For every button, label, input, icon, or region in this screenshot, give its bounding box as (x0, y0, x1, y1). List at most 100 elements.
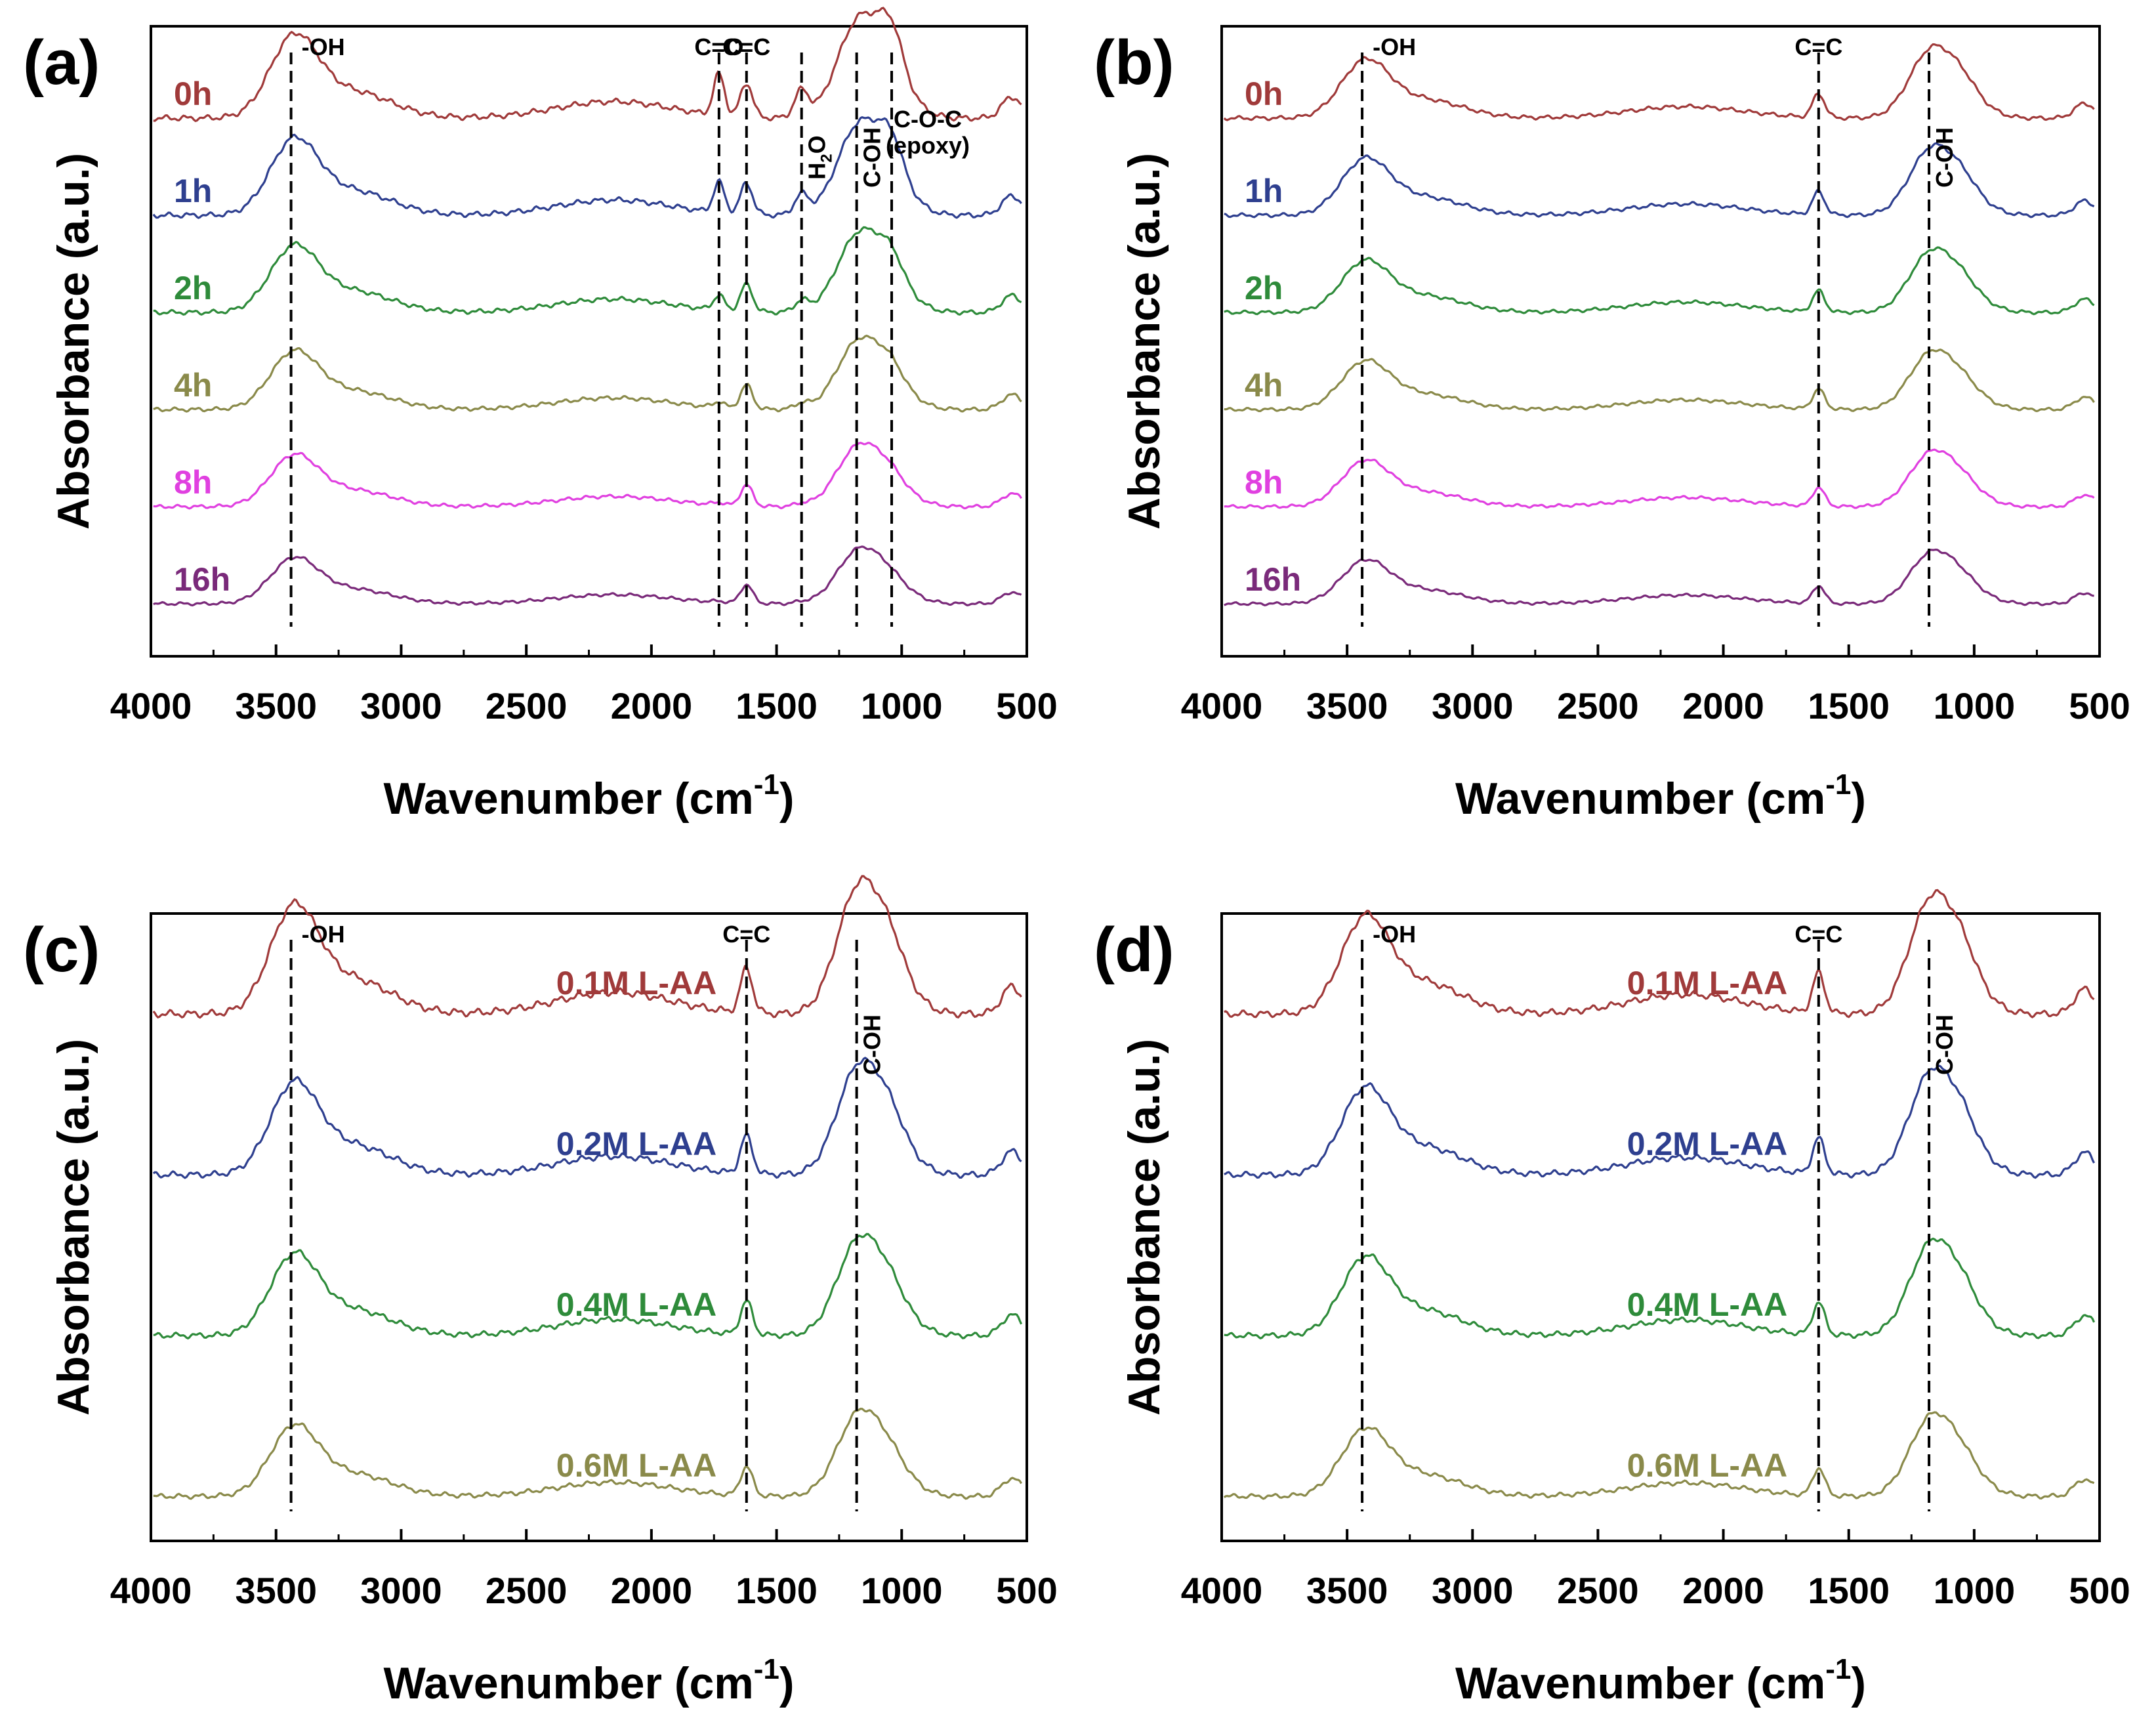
series-label: 0.4M L-AA (556, 1286, 716, 1323)
panel-a: (a) 4000 3500 3000 2500 2000 1500 1000 500 Wavenu… (23, 7, 1058, 824)
x-tick-label: 4000 (1181, 1570, 1263, 1611)
reference-label: C=C (722, 921, 770, 948)
reference-label: C-OH (1931, 1015, 1958, 1075)
series-line-4h (1224, 348, 2095, 413)
series-label: 0.2M L-AA (1627, 1125, 1787, 1162)
x-tick-label: 1500 (1808, 685, 1890, 726)
series-label: 2h (174, 270, 212, 306)
x-tick-label: 1000 (1934, 1570, 2016, 1611)
x-tick-label: 500 (2069, 685, 2130, 726)
x-axis-label: Wavenumber (cm-1) (1455, 768, 1866, 824)
x-tick-label: 1000 (1934, 685, 2016, 726)
x-tick-label: 1500 (736, 1570, 818, 1611)
reference-label: H2O (804, 135, 836, 179)
panel-label: (c) (23, 915, 100, 985)
x-tick-label: 2000 (611, 685, 693, 726)
plot-frame (1220, 25, 2101, 658)
panel-label: (d) (1094, 915, 1174, 985)
series-label: 0.2M L-AA (556, 1125, 716, 1162)
x-tick-label: 3000 (360, 685, 442, 726)
x-tick-label: 2500 (1557, 1570, 1639, 1611)
panel-label: (b) (1094, 28, 1174, 98)
x-tick-label: 4000 (1181, 685, 1263, 726)
series-line-1h (152, 116, 1022, 219)
panel-b: (b) 4000 3500 3000 2500 2000 1500 1000 500 Wavenu… (1094, 25, 2130, 824)
series-label: 4h (1245, 367, 1283, 404)
series-line-0h (1223, 43, 2095, 121)
series-label: 0.6M L-AA (556, 1447, 716, 1484)
x-tick-label: 3500 (235, 685, 317, 726)
series-label: 16h (174, 561, 230, 598)
series-line-8h (153, 442, 1022, 510)
series-line-0-2M-L-AA (1224, 1064, 2096, 1179)
series-label: 1h (1245, 173, 1283, 209)
series-label: 0.4M L-AA (1627, 1286, 1787, 1323)
series-line-2h (153, 226, 1022, 316)
series-label: 8h (174, 464, 212, 501)
reference-label: C-OH (859, 1015, 886, 1075)
x-tick-label: 4000 (110, 685, 192, 726)
reference-label: -OH (1373, 921, 1416, 948)
x-tick-label: 2500 (1557, 685, 1639, 726)
panel-c: (c) 4000 3500 3000 2500 2000 1500 1000 500 Wavenu… (23, 875, 1058, 1708)
x-tick-label: 4000 (110, 1570, 192, 1611)
series-line-0-1M-L-AA (1224, 889, 2095, 1019)
series-label: 8h (1245, 464, 1283, 501)
x-tick-label: 2500 (486, 1570, 568, 1611)
series-label: 1h (174, 173, 212, 209)
series-line-2h (1224, 246, 2095, 316)
panel-label: (a) (23, 28, 100, 98)
panel-d: (d) 4000 3500 3000 2500 2000 1500 1000 500 Wavenu… (1094, 889, 2130, 1708)
x-tick-label: 3000 (1432, 1570, 1514, 1611)
series-label: 2h (1245, 270, 1283, 306)
series-label: 0h (174, 75, 212, 112)
series-label: 0.1M L-AA (556, 965, 716, 1001)
series-label: 0.1M L-AA (1627, 965, 1787, 1001)
x-tick-label: 500 (2069, 1570, 2130, 1611)
series-line-16h (1224, 548, 2094, 606)
series-line-1h (1224, 142, 2095, 219)
x-tick-label: 3000 (1432, 685, 1514, 726)
reference-label: -OH (1373, 33, 1416, 60)
x-axis-label: Wavenumber (cm-1) (383, 1653, 794, 1708)
x-tick-label: 3500 (1306, 1570, 1388, 1611)
x-tick-label: 3000 (360, 1570, 442, 1611)
reference-label: C=O (694, 33, 743, 60)
reference-label: C-OH (859, 127, 886, 188)
x-tick-label: 500 (996, 685, 1057, 726)
reference-label: C=C (1794, 33, 1842, 60)
series-label: 4h (174, 367, 212, 404)
reference-label: C-OH (1931, 127, 1958, 188)
y-axis-label: Absorbance (a.u.) (49, 1039, 98, 1416)
x-axis-label: Wavenumber (cm-1) (1455, 1653, 1866, 1708)
reference-label: C=C (1794, 921, 1842, 948)
x-tick-label: 2500 (486, 685, 568, 726)
x-tick-label: 2000 (611, 1570, 693, 1611)
x-tick-label: 2000 (1682, 685, 1764, 726)
series-line-0-6M-L-AA (1223, 1411, 2095, 1500)
series-line-0-1M-L-AA (152, 875, 1022, 1019)
x-tick-label: 3500 (1306, 685, 1388, 726)
x-tick-label: 3500 (235, 1570, 317, 1611)
x-tick-label: 1000 (861, 685, 943, 726)
x-axis-label: Wavenumber (cm-1) (383, 768, 794, 824)
y-axis-label: Absorbance (a.u.) (1119, 1039, 1169, 1416)
x-tick-label: 500 (996, 1570, 1057, 1611)
x-tick-label: 1500 (736, 685, 818, 726)
series-label: 0.6M L-AA (1627, 1447, 1787, 1484)
reference-label: -OH (302, 33, 345, 60)
reference-label: -OH (302, 921, 345, 948)
series-line-0-4M-L-AA (153, 1232, 1023, 1340)
x-tick-label: 1500 (1808, 1570, 1890, 1611)
reference-label: C-O-C (894, 106, 962, 133)
series-label: 0h (1245, 75, 1283, 112)
series-line-0-6M-L-AA (153, 1407, 1022, 1500)
series-line-4h (153, 334, 1022, 413)
series-line-16h (153, 545, 1022, 607)
x-tick-label: 2000 (1682, 1570, 1764, 1611)
x-tick-label: 1000 (861, 1570, 943, 1611)
series-label: 16h (1245, 561, 1301, 598)
reference-label: (epoxy) (886, 132, 970, 159)
y-axis-label: Absorbance (a.u.) (49, 153, 98, 530)
